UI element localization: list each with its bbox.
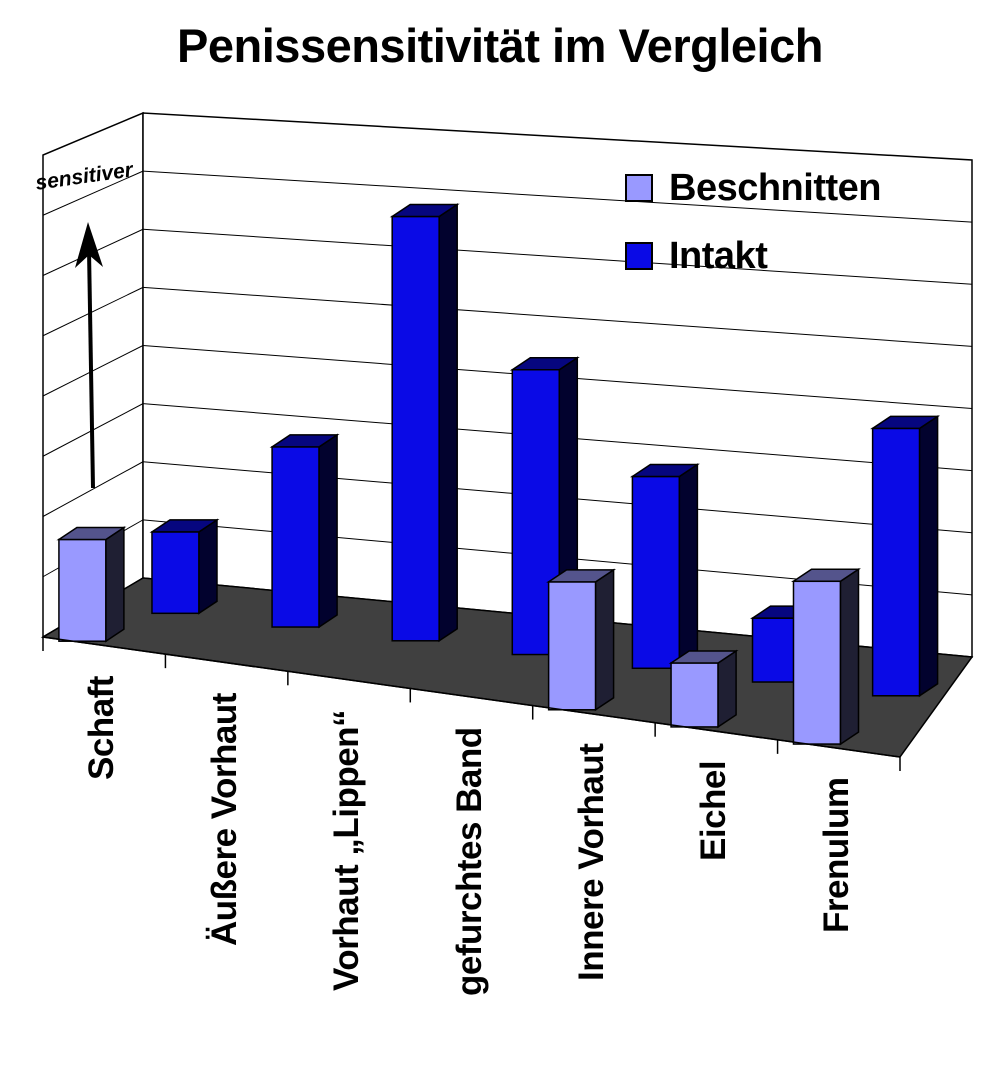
chart-bars — [56, 203, 941, 746]
legend-item-beschnitten: Beschnitten — [625, 163, 881, 213]
bar-intakt-5-front — [751, 617, 801, 683]
bar-intakt-6-front — [871, 427, 921, 697]
y-arrow-head — [75, 222, 103, 268]
bar-beschnitten-4-top — [546, 569, 617, 583]
gridline-side — [42, 286, 144, 337]
gridline — [142, 286, 973, 347]
bar-intakt-1-top — [269, 434, 340, 448]
chart-title: Penissensitivität im Vergleich — [177, 19, 823, 72]
gridline — [142, 228, 973, 285]
bar-beschnitten-6-side — [839, 567, 860, 746]
bar-beschnitten-5-side — [717, 649, 737, 729]
y-axis-arrow — [75, 222, 103, 489]
bar-beschnitten-6-top — [791, 568, 861, 583]
x-tick-label: Innere Vorhaut — [571, 743, 611, 982]
bar-beschnitten-6-front — [792, 580, 842, 745]
bar-intakt-2-side — [438, 203, 458, 643]
bar-beschnitten-5-front — [670, 662, 719, 728]
bar-intakt-0-top — [149, 519, 220, 533]
bar-beschnitten-0-side — [105, 526, 125, 643]
bar-intakt-3-top — [509, 356, 580, 371]
x-tick-label: gefurchtes Band — [449, 727, 489, 996]
gridline-side — [42, 170, 144, 216]
bar-intakt-2-front — [391, 215, 440, 642]
y-arrow-shaft — [87, 249, 95, 489]
x-tick-label: Äußere Vorhaut — [204, 692, 244, 946]
x-tick-label: Eichel — [694, 761, 734, 862]
bar-intakt-6-top — [870, 415, 941, 430]
bar-intakt-6-side — [918, 414, 939, 698]
bar-intakt-2-top — [389, 203, 460, 218]
x-tick-label: Frenulum — [816, 777, 856, 934]
bar-intakt-4-front — [631, 475, 681, 670]
legend-label-beschnitten: Beschnitten — [669, 166, 881, 209]
bar-intakt-1-front — [271, 446, 320, 628]
bar-intakt-4-top — [629, 463, 700, 478]
legend-label-intakt: Intakt — [669, 234, 768, 277]
x-axis-line — [42, 636, 901, 758]
bar-beschnitten-0-front — [58, 538, 107, 642]
x-tick-label: Vorhaut „Lippen“ — [327, 709, 367, 991]
legend-item-intakt: Intakt — [625, 231, 768, 281]
x-axis-ticks — [42, 636, 901, 771]
bar-intakt-0-side — [198, 518, 218, 615]
x-tick-label: Schaft — [82, 675, 122, 780]
bar-beschnitten-4-side — [594, 568, 615, 712]
legend-swatch-intakt — [625, 242, 653, 270]
legend-swatch-beschnitten — [625, 174, 653, 202]
bar-intakt-1-side — [318, 433, 338, 629]
bar-beschnitten-4-front — [547, 581, 597, 711]
bar-beschnitten-5-top — [668, 650, 739, 664]
bar-intakt-0-front — [151, 531, 200, 615]
bar-beschnitten-0-top — [56, 526, 127, 541]
bar-intakt-4-side — [678, 463, 699, 670]
gridline — [142, 170, 973, 223]
gridline-side — [42, 461, 144, 517]
